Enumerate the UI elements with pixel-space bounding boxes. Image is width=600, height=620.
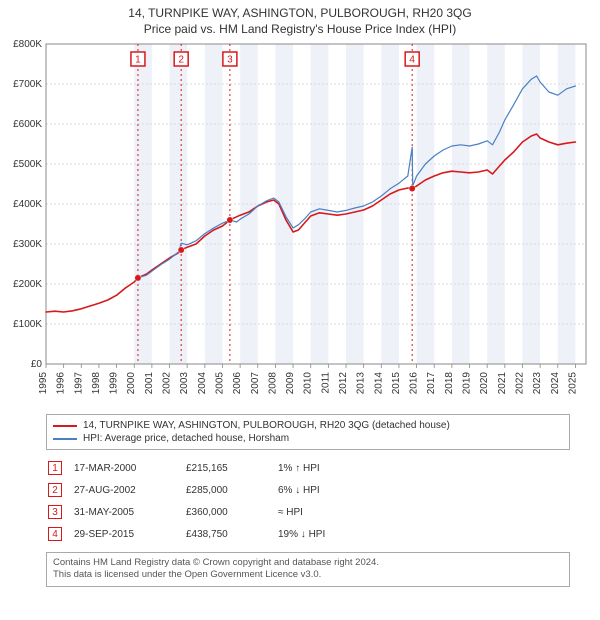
- x-tick-label: 2003: [179, 372, 190, 395]
- footer-line1: Contains HM Land Registry data © Crown c…: [53, 557, 563, 569]
- sale-dot: [178, 247, 184, 253]
- chart-area: £0 £100K £200K £300K £400K £500K £600K £700K £80…: [0, 38, 600, 408]
- sale-row-marker: 4: [48, 527, 62, 541]
- x-tick-label: 1998: [91, 372, 102, 395]
- sale-price: £360,000: [186, 502, 276, 522]
- x-tick-label: 2024: [550, 372, 561, 395]
- x-tick-label: 2006: [232, 372, 243, 395]
- y-tick-label: £700K: [13, 79, 42, 90]
- sale-marker-number: 4: [409, 55, 415, 66]
- x-tick-label: 1997: [73, 372, 84, 395]
- x-tick-label: 1996: [56, 372, 67, 395]
- y-tick-label: £400K: [13, 199, 42, 210]
- sales-table: 1 17-MAR-2000£215,1651% ↑ HPI 2 27-AUG-2002…: [46, 456, 337, 546]
- sale-dot: [227, 217, 233, 223]
- table-row: 2 27-AUG-2002£285,0006% ↓ HPI: [48, 480, 335, 500]
- sale-date: 17-MAR-2000: [74, 458, 184, 478]
- table-row: 3 31-MAY-2005£360,000≈ HPI: [48, 502, 335, 522]
- sale-diff: 1% ↑ HPI: [278, 458, 335, 478]
- legend-row: 14, TURNPIKE WAY, ASHINGTON, PULBOROUGH,…: [53, 419, 563, 432]
- sale-diff: 6% ↓ HPI: [278, 480, 335, 500]
- legend-row: HPI: Average price, detached house, Hors…: [53, 432, 563, 445]
- sale-row-marker: 2: [48, 483, 62, 497]
- x-tick-label: 1995: [38, 372, 49, 395]
- y-tick-label: £300K: [13, 239, 42, 250]
- x-tick-label: 2023: [532, 372, 543, 395]
- x-tick-label: 2011: [320, 372, 331, 394]
- sale-diff: ≈ HPI: [278, 502, 335, 522]
- x-tick-label: 2013: [356, 372, 367, 395]
- x-tick-label: 2001: [144, 372, 155, 395]
- sale-marker-number: 3: [227, 55, 233, 66]
- legend-label: HPI: Average price, detached house, Hors…: [83, 433, 289, 444]
- y-tick-label: £100K: [13, 319, 42, 330]
- x-tick-label: 2004: [197, 372, 208, 395]
- x-tick-label: 2022: [514, 372, 525, 395]
- y-tick-label: £200K: [13, 279, 42, 290]
- table-row: 4 29-SEP-2015£438,75019% ↓ HPI: [48, 524, 335, 544]
- sale-marker-number: 2: [178, 55, 184, 66]
- sale-dot: [409, 185, 415, 191]
- x-tick-label: 2007: [250, 372, 261, 395]
- title-block: 14, TURNPIKE WAY, ASHINGTON, PULBOROUGH,…: [0, 0, 600, 38]
- legend: 14, TURNPIKE WAY, ASHINGTON, PULBOROUGH,…: [46, 414, 570, 450]
- sale-diff: 19% ↓ HPI: [278, 524, 335, 544]
- x-tick-label: 2020: [479, 372, 490, 395]
- x-tick-label: 2019: [462, 372, 473, 395]
- legend-swatch: [53, 425, 77, 427]
- sale-price: £285,000: [186, 480, 276, 500]
- sale-price: £438,750: [186, 524, 276, 544]
- y-tick-label: £800K: [13, 39, 42, 50]
- footer-line2: This data is licensed under the Open Gov…: [53, 569, 563, 581]
- x-tick-label: 2018: [444, 372, 455, 395]
- chart-title-line1: 14, TURNPIKE WAY, ASHINGTON, PULBOROUGH,…: [10, 6, 590, 20]
- x-tick-label: 2025: [567, 372, 578, 395]
- sale-date: 31-MAY-2005: [74, 502, 184, 522]
- sale-price: £215,165: [186, 458, 276, 478]
- x-tick-label: 2016: [409, 372, 420, 395]
- y-tick-label: £0: [31, 359, 43, 370]
- x-tick-label: 2005: [214, 372, 225, 395]
- y-tick-label: £600K: [13, 119, 42, 130]
- table-row: 1 17-MAR-2000£215,1651% ↑ HPI: [48, 458, 335, 478]
- x-tick-label: 2010: [303, 372, 314, 395]
- x-tick-label: 2012: [338, 372, 349, 395]
- x-tick-label: 2000: [126, 372, 137, 395]
- x-tick-label: 2008: [267, 372, 278, 395]
- x-tick-label: 2009: [285, 372, 296, 395]
- legend-swatch: [53, 438, 77, 440]
- x-tick-label: 2021: [497, 372, 508, 395]
- sale-row-marker: 3: [48, 505, 62, 519]
- x-tick-label: 2015: [391, 372, 402, 395]
- sale-marker-number: 1: [135, 55, 141, 66]
- x-tick-label: 2002: [162, 372, 173, 395]
- chart-title-line2: Price paid vs. HM Land Registry's House …: [10, 22, 590, 36]
- x-tick-label: 2017: [426, 372, 437, 395]
- sale-dot: [135, 275, 141, 281]
- sale-date: 29-SEP-2015: [74, 524, 184, 544]
- y-tick-label: £500K: [13, 159, 42, 170]
- legend-label: 14, TURNPIKE WAY, ASHINGTON, PULBOROUGH,…: [83, 420, 450, 431]
- x-tick-label: 1999: [109, 372, 120, 395]
- footer-attribution: Contains HM Land Registry data © Crown c…: [46, 552, 570, 587]
- sale-date: 27-AUG-2002: [74, 480, 184, 500]
- sale-row-marker: 1: [48, 461, 62, 475]
- line-chart-svg: £0 £100K £200K £300K £400K £500K £600K £700K £80…: [0, 38, 600, 408]
- x-tick-label: 2014: [373, 372, 384, 395]
